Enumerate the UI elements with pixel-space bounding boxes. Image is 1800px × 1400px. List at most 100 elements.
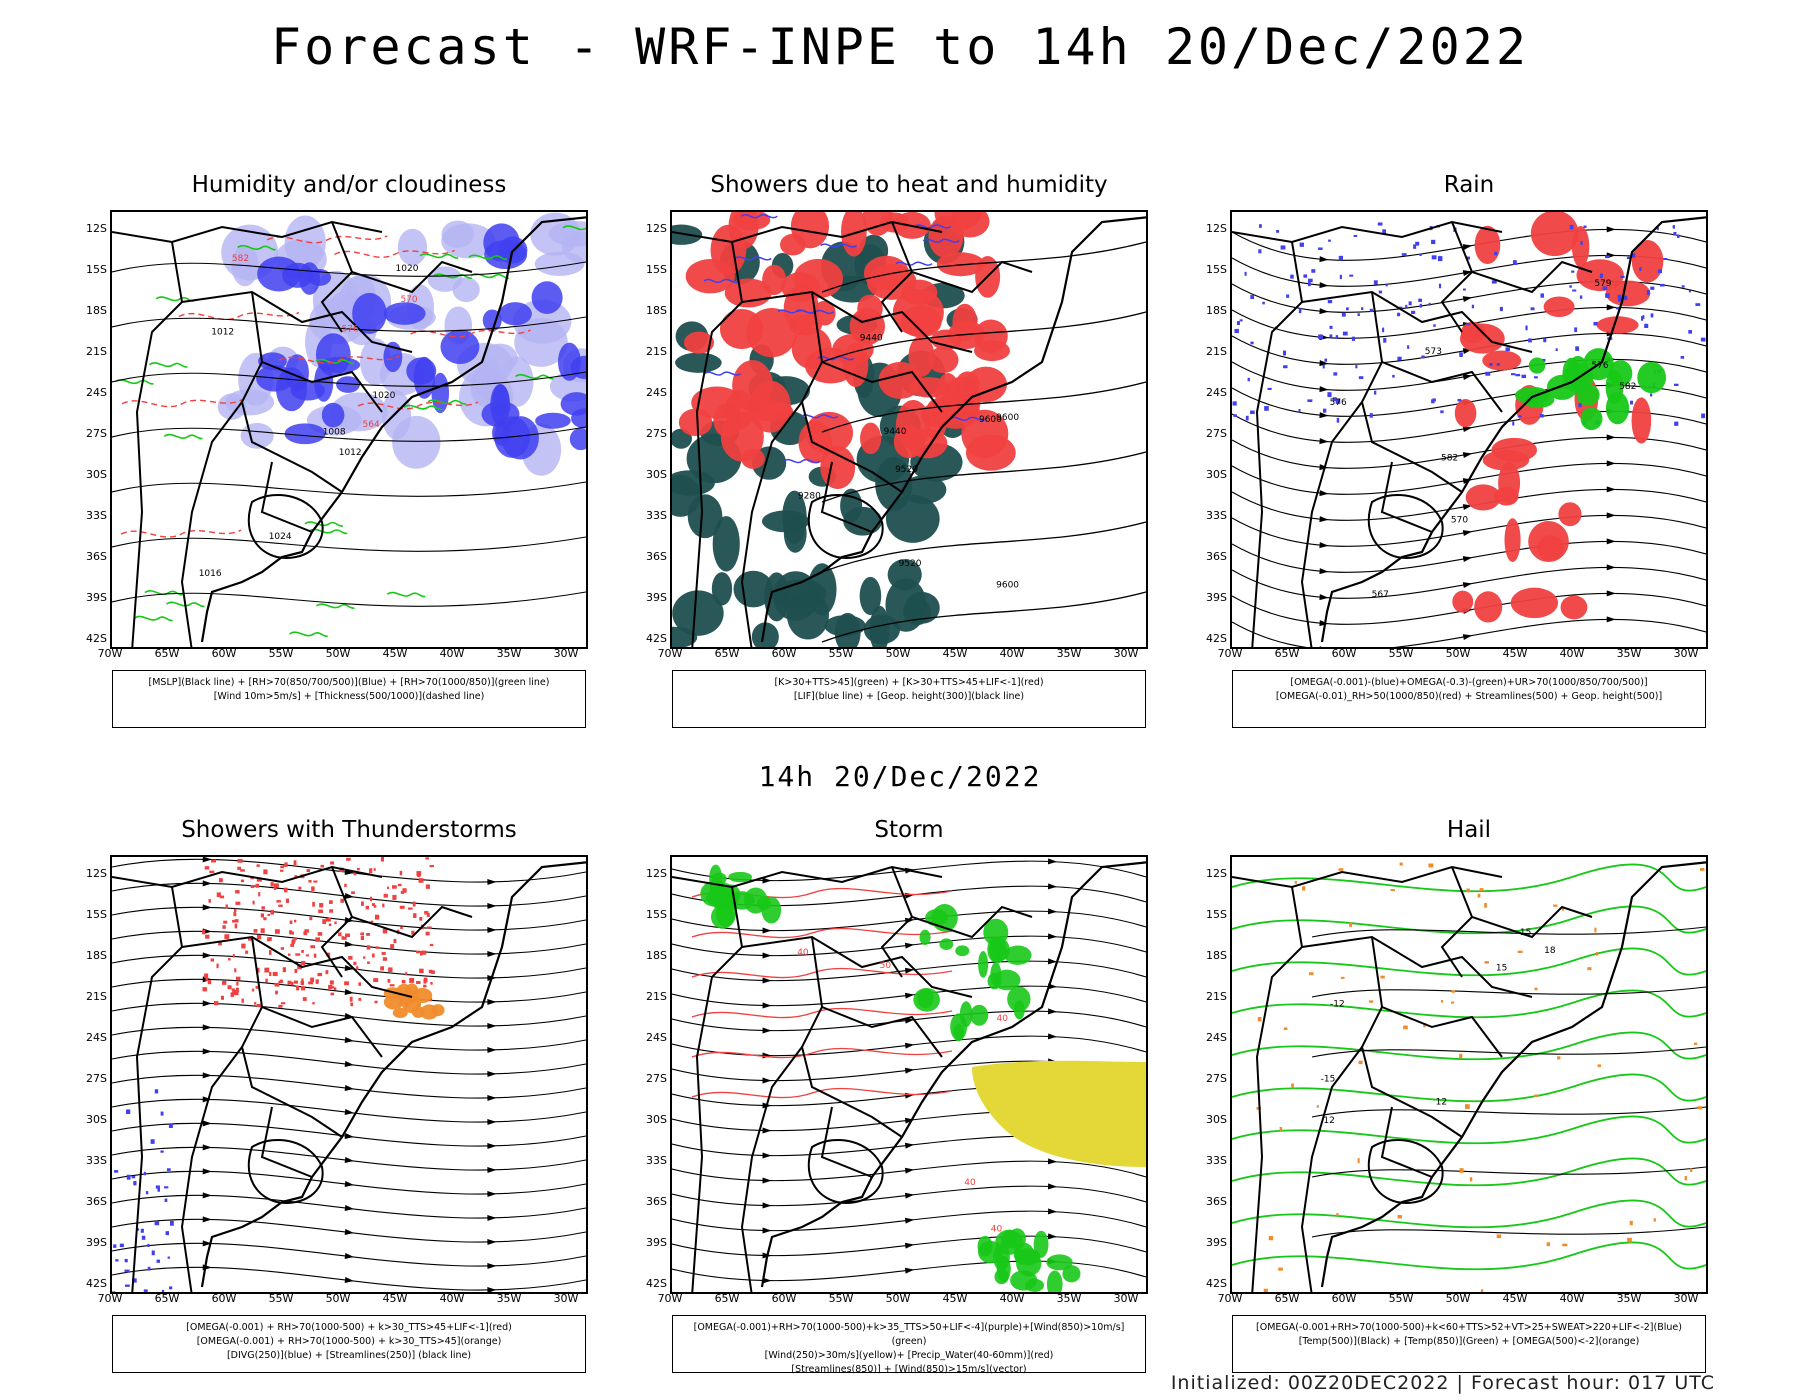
- streamline: [112, 1098, 586, 1123]
- streamline: [1232, 228, 1706, 261]
- omega500-orange-area: [1397, 1215, 1402, 1219]
- k-tts-lif-red-area: [216, 963, 219, 969]
- contour-label: -12: [1330, 999, 1345, 1009]
- streamline-arrow: [344, 1133, 354, 1139]
- latitude-label: 33S: [1206, 509, 1227, 522]
- latitude-label: 15S: [1206, 263, 1227, 276]
- omega-blue-area: [1499, 306, 1503, 312]
- panel-title: Humidity and/or cloudiness: [191, 172, 507, 198]
- omega500-orange-area: [1562, 1243, 1568, 1247]
- k-tts-green-area: [712, 516, 740, 572]
- contour-label: 579: [1594, 279, 1611, 289]
- streamline-arrow: [762, 1177, 772, 1184]
- longitude-label: 40W: [999, 647, 1025, 660]
- latitude-label: 27S: [86, 427, 107, 440]
- k-tts-lif-red-area: [419, 968, 424, 974]
- k-tts-lif-red-area: [260, 928, 265, 934]
- omega-rh-red-area: [1465, 484, 1501, 511]
- k-tts-lif-red-area: [342, 936, 347, 940]
- panel-title: Showers with Thunderstorms: [181, 817, 517, 843]
- geopotential-contour: [821, 451, 1146, 503]
- k-tts-lif-red-area: [268, 950, 272, 955]
- footer-info: Initialized: 00Z20DEC2022 | Forecast hou…: [1170, 1372, 1715, 1394]
- omega500-orange-area: [1428, 863, 1434, 868]
- omega500-orange-area: [1596, 951, 1599, 956]
- wind850-green-area: [919, 929, 931, 946]
- longitude-label: 35W: [1056, 647, 1082, 660]
- omega-blue-area: [1329, 325, 1333, 329]
- omega-blue-area: [1541, 358, 1546, 362]
- omega-blue-area: [1378, 290, 1382, 294]
- longitude-label: 70W: [97, 647, 123, 660]
- divergence-blue-area: [140, 1228, 144, 1233]
- omega-blue-area: [1494, 251, 1498, 256]
- omega-blue-area: [1299, 242, 1304, 247]
- country-border: [131, 241, 184, 647]
- k-tts-lif-red-area: [220, 995, 224, 1000]
- k-tts-lif-red-area: [265, 978, 268, 983]
- rh-green-contour: [315, 603, 355, 609]
- omega-blue-area: [1571, 270, 1575, 273]
- country-border: [821, 361, 943, 413]
- divergence-blue-area: [151, 1250, 155, 1256]
- streamline-arrow: [1606, 538, 1616, 545]
- country-border: [1360, 291, 1463, 493]
- longitude-label: 30W: [1113, 1292, 1139, 1305]
- humidity-blue-area: [501, 416, 539, 460]
- streamline-arrow: [344, 941, 354, 947]
- wind850-green-area: [711, 872, 727, 885]
- streamline-arrow: [1319, 256, 1329, 263]
- omega-rh-red-area: [1482, 350, 1522, 371]
- streamline: [1232, 618, 1706, 647]
- omega-blue-area: [1431, 255, 1437, 260]
- k-tts-lif-red-area: [952, 303, 978, 342]
- omega-blue-area: [1663, 257, 1668, 260]
- k-tts-lif-red-area: [344, 883, 347, 888]
- latitude-label: 18S: [1206, 304, 1227, 317]
- wind850-green-area: [1007, 986, 1031, 1012]
- k-tts-lif-red-area: [322, 919, 327, 925]
- k-tts-lif-red-area: [300, 986, 306, 991]
- contour-label: 1020: [372, 391, 395, 401]
- streamline-arrow: [344, 1085, 354, 1091]
- humidity-blue-area: [321, 402, 345, 428]
- omega-blue-area: [1695, 303, 1701, 306]
- streamline: [1232, 462, 1706, 495]
- wind850-green-area: [959, 1001, 973, 1028]
- omega500-orange-area: [1294, 880, 1297, 884]
- k-tts-lif-red-area: [356, 966, 359, 971]
- omega-blue-area: [1539, 414, 1544, 418]
- longitude-label: 65W: [1274, 1292, 1300, 1305]
- k-tts-lif-red-area: [425, 931, 430, 936]
- omega500-orange-area: [1496, 1234, 1502, 1239]
- streamline-arrow: [202, 1048, 212, 1055]
- legend-line: [Streamlines(850)] + [Wind(850)>15m/s](v…: [791, 1364, 1027, 1375]
- longitude-label: 55W: [268, 647, 294, 660]
- k-tts-lif-red-area: [349, 996, 353, 1002]
- latitude-label: 12S: [646, 867, 667, 880]
- omega-blue-area: [1605, 293, 1610, 298]
- humidity-blue-area: [440, 329, 480, 365]
- omega500-orange-area: [1358, 1060, 1363, 1065]
- streamline-arrow: [202, 1240, 212, 1247]
- omega500-orange-area: [1380, 975, 1385, 979]
- k-tts-lif-red-area: [305, 954, 309, 957]
- k-tts-lif-red-area: [208, 899, 211, 903]
- k-tts-lif-red-area: [404, 972, 408, 976]
- k-tts-lif-red-area: [338, 932, 342, 937]
- latitude-label: 27S: [86, 1072, 107, 1085]
- streamline-arrow: [202, 1144, 212, 1151]
- omega500-orange-area: [1263, 1288, 1268, 1292]
- humidity-blue-area: [258, 352, 287, 371]
- streamline-arrow: [1319, 386, 1329, 393]
- k-tts-lif-red-area: [293, 919, 297, 923]
- country-border: [1451, 221, 1593, 294]
- k-tts-lif-red-area: [329, 900, 333, 904]
- geopotential-contour: [821, 521, 1146, 573]
- humidity-blue-area: [285, 354, 309, 392]
- streamline: [112, 1074, 586, 1099]
- omega-blue-area: [1659, 283, 1665, 287]
- streamline-arrow: [762, 1202, 772, 1209]
- k-tts-lif-red-area: [351, 891, 355, 895]
- divergence-blue-area: [145, 1191, 149, 1195]
